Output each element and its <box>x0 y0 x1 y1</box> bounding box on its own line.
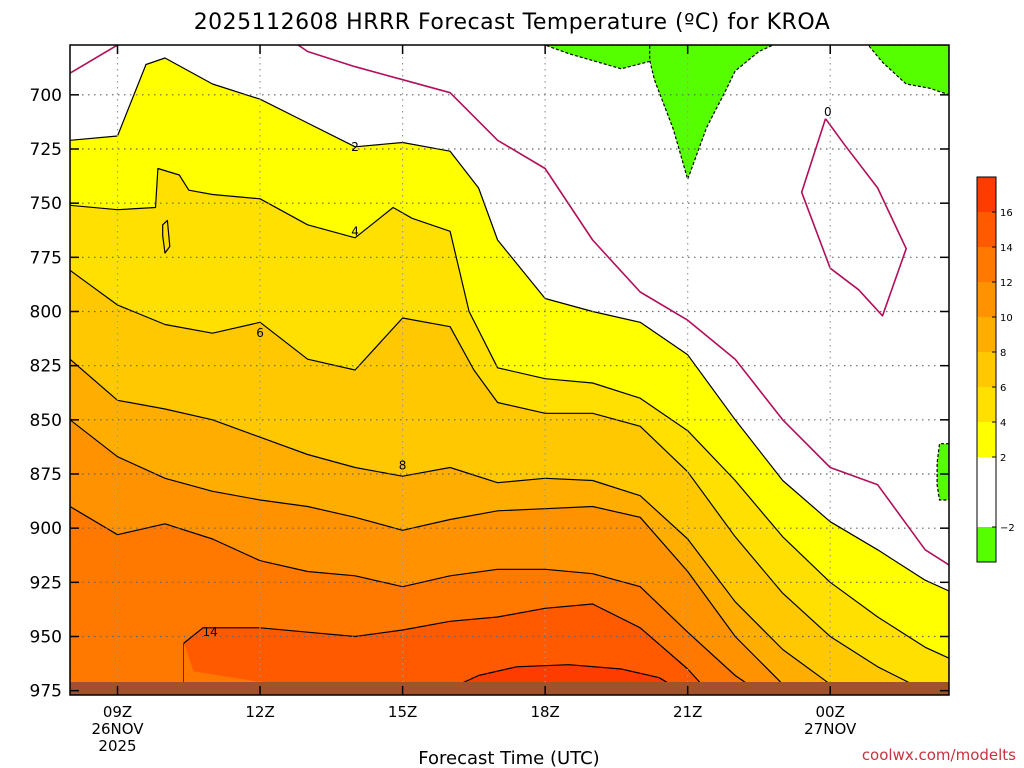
grid-lines <box>70 45 949 695</box>
x-tick-label: 09Z <box>103 703 132 721</box>
contour-label-2: 2 <box>351 140 359 154</box>
colorbar-band-3 <box>977 387 996 422</box>
colorbar-tick-label: 8 <box>1000 348 1006 359</box>
x-tick-year: 2025 <box>98 737 136 755</box>
credit-text: coolwx.com/modelts <box>862 746 1016 764</box>
zero-contour-0 <box>70 45 118 74</box>
colorbar-band-0 <box>977 527 996 562</box>
x-tick-label: 18Z <box>530 703 559 721</box>
colorbar-tick-label: 14 <box>1000 243 1013 254</box>
colorbar-band-8 <box>977 212 996 247</box>
y-tick-label: 925 <box>30 573 62 593</box>
x-tick-date: 27NOV <box>804 720 857 738</box>
x-tick-label: 15Z <box>388 703 417 721</box>
contour-label-8: 8 <box>399 458 407 472</box>
y-tick-label: 975 <box>30 682 62 702</box>
contour-labels: 0 2 4 6 8 14 <box>203 105 832 639</box>
colorbar-tick-label: 2 <box>1000 453 1006 464</box>
y-tick-label: 850 <box>30 411 62 431</box>
y-tick-label: 825 <box>30 357 62 377</box>
y-tick-label: 700 <box>30 86 62 106</box>
colorbar-band-5 <box>977 317 996 352</box>
chart-title: 2025112608 HRRR Forecast Temperature (ºC… <box>194 10 831 35</box>
temperature-fills <box>70 45 949 695</box>
y-tick-label: 800 <box>30 303 62 323</box>
x-tick-label: 21Z <box>673 703 702 721</box>
y-tick-label: 750 <box>30 194 62 214</box>
colorbar-frame <box>976 176 997 563</box>
colorbar-legend: −2 2 4 6 8 10 12 14 16 <box>976 176 1015 563</box>
x-tick-label: 12Z <box>245 703 274 721</box>
contour-label-4: 4 <box>351 224 359 238</box>
zero-degree-contours <box>70 45 949 566</box>
colorbar-tick-label: 6 <box>1000 383 1006 394</box>
ground-layer <box>70 682 949 695</box>
temperature-band-10 <box>649 45 774 180</box>
zero-contour-1 <box>297 45 949 566</box>
colorbar-band-4 <box>977 352 996 387</box>
colorbar-tick-label: 12 <box>1000 278 1013 289</box>
x-axis-label: Forecast Time (UTC) <box>418 748 599 768</box>
temperature-band-12 <box>936 443 949 501</box>
colorbar-band-6 <box>977 282 996 317</box>
x-tick-date: 26NOV <box>91 720 144 738</box>
y-tick-label: 900 <box>30 519 62 539</box>
y-tick-label: 875 <box>30 465 62 485</box>
colorbar-tick-label: −2 <box>1000 523 1015 534</box>
x-tick-label: 00Z <box>816 703 845 721</box>
colorbar-tick-label: 10 <box>1000 313 1013 324</box>
colorbar-band-2 <box>977 422 996 457</box>
pressure-axis: 700 725 750 775 800 825 850 875 900 925 950 975 <box>30 86 949 702</box>
colorbar-band-1 <box>977 457 996 527</box>
colorbar-band-9 <box>977 177 996 212</box>
colorbar-tick-label: 16 <box>1000 208 1013 219</box>
contour-label-6: 6 <box>256 326 264 340</box>
colorbar-band-7 <box>977 247 996 282</box>
contour-label-14: 14 <box>203 625 218 639</box>
y-tick-label: 950 <box>30 628 62 648</box>
y-tick-label: 725 <box>30 140 62 160</box>
temperature-band-9 <box>544 45 656 70</box>
zero-contour-2 <box>800 118 908 317</box>
temperature-band-13 <box>162 219 171 254</box>
colorbar-tick-label: 4 <box>1000 418 1006 429</box>
plot-area: 0 2 4 6 8 14 <box>70 45 949 695</box>
y-tick-label: 775 <box>30 248 62 268</box>
plot-frame <box>69 44 950 696</box>
temperature-band-11 <box>867 45 949 96</box>
contour-label-0: 0 <box>824 105 832 119</box>
